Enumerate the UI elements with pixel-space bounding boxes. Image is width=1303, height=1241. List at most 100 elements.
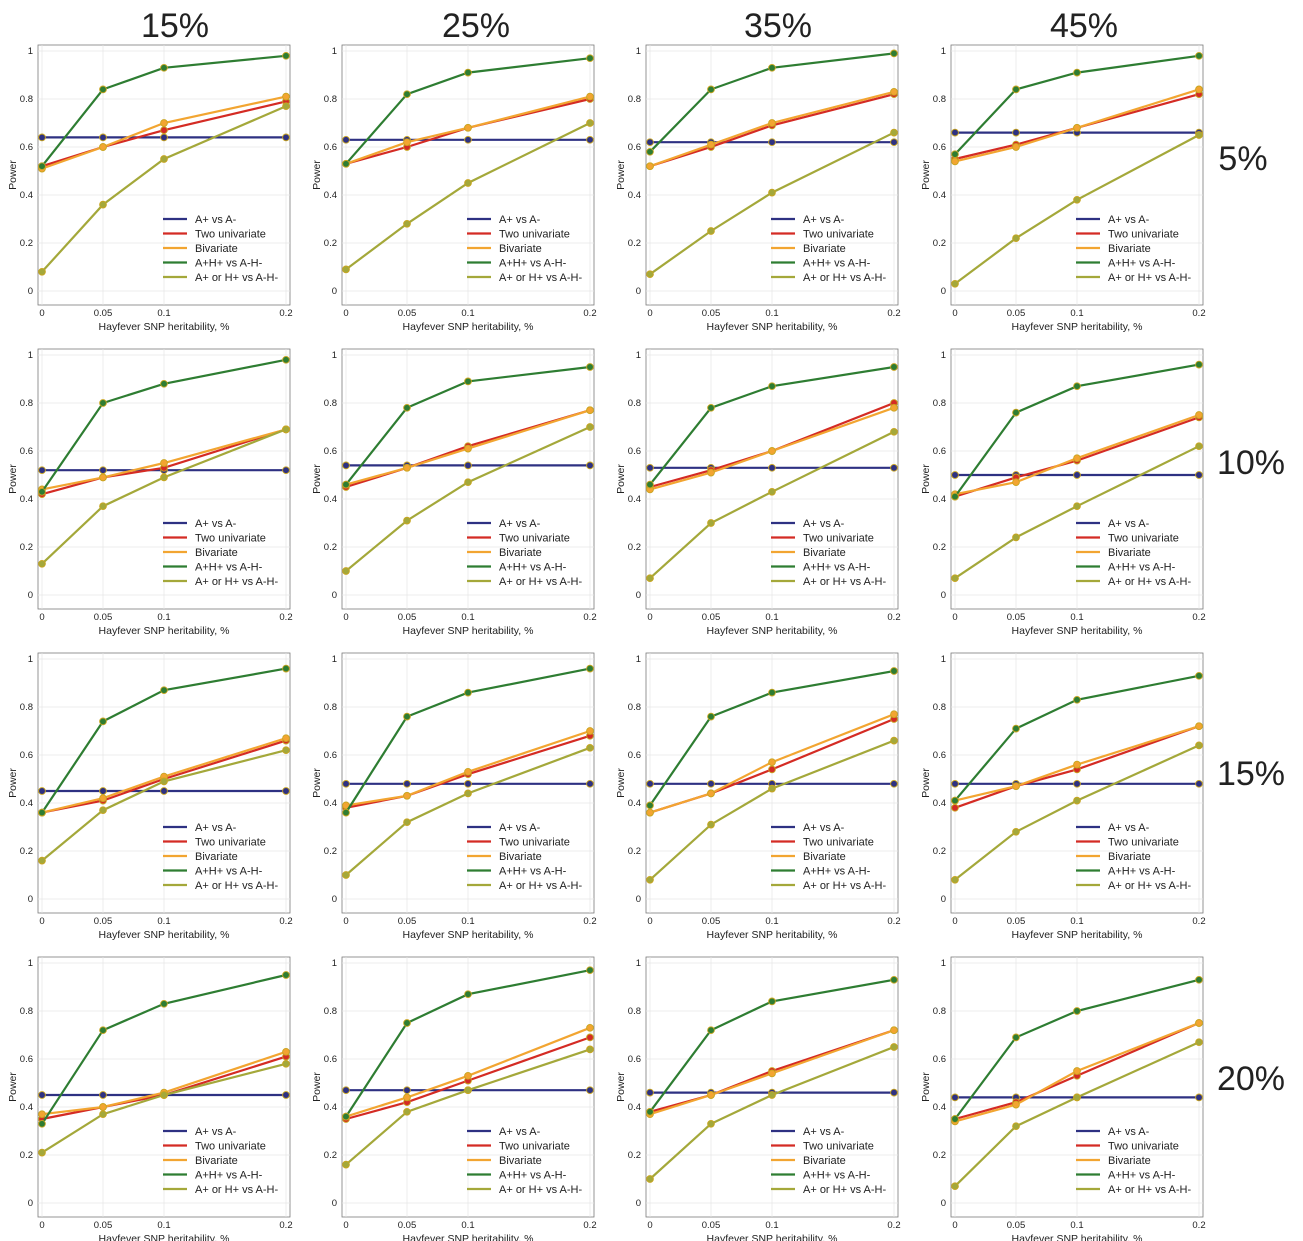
legend-entry: A+H+ vs A-H- (499, 866, 567, 878)
data-point (646, 808, 654, 817)
y-tick-label: 0.8 (933, 94, 946, 105)
data-point (951, 574, 959, 583)
data-point (160, 155, 168, 163)
data-point (160, 1091, 168, 1099)
x-tick-label: 0.2 (279, 308, 292, 319)
y-tick-label: 0 (332, 286, 337, 297)
data-point (646, 875, 654, 884)
data-point (342, 871, 350, 879)
data-point (890, 1026, 898, 1035)
legend-entry: A+H+ vs A-H- (1108, 562, 1176, 574)
x-tick-label: 0.1 (157, 1220, 170, 1231)
legend-entry: A+ or H+ vs A-H- (1108, 1184, 1191, 1196)
data-point (160, 686, 168, 695)
data-point (38, 487, 46, 496)
y-tick-label: 0.4 (933, 494, 946, 505)
x-tick-label: 0.2 (1192, 308, 1205, 319)
y-tick-label: 0.4 (20, 1102, 33, 1113)
legend-entry: A+ or H+ vs A-H- (499, 272, 582, 284)
legend-entry: Two univariate (195, 533, 266, 545)
data-point (646, 1088, 654, 1097)
data-point (768, 463, 776, 472)
data-point (1195, 671, 1203, 680)
x-tick-label: 0 (343, 612, 348, 623)
data-point (646, 138, 654, 147)
data-point (1195, 741, 1203, 750)
y-tick-label: 0.4 (933, 190, 946, 201)
legend-entry: A+ or H+ vs A-H- (803, 576, 886, 588)
series-line (345, 409, 591, 489)
y-tick-label: 1 (636, 350, 641, 361)
data-point (1073, 195, 1081, 204)
series-line (345, 1026, 591, 1118)
data-point (99, 466, 107, 475)
legend-entry: Two univariate (803, 1141, 874, 1153)
legend-entry: A+H+ vs A-H- (1108, 258, 1176, 270)
series-line (649, 713, 895, 814)
y-tick-label: 0.8 (20, 398, 33, 409)
data-point (646, 779, 654, 788)
x-axis-label: Hayfever SNP heritability, % (707, 1233, 838, 1241)
x-tick-label: 0.2 (583, 308, 596, 319)
data-point (768, 765, 776, 774)
data-point (403, 403, 411, 412)
column-label-3: 35% (744, 7, 812, 45)
series-line (41, 1055, 287, 1121)
y-tick-label: 0.8 (324, 398, 337, 409)
x-tick-label: 0 (39, 1220, 44, 1231)
x-tick-label: 0 (647, 308, 652, 319)
y-tick-label: 0.6 (933, 1054, 946, 1065)
y-tick-label: 0.8 (324, 94, 337, 105)
legend-entry: Two univariate (803, 229, 874, 241)
data-point (342, 135, 350, 144)
series-line (345, 409, 591, 486)
series-line (649, 430, 895, 580)
y-tick-label: 1 (28, 958, 33, 969)
data-point (38, 162, 46, 171)
legend-entry: A+ vs A- (803, 214, 845, 226)
legend-entry: Bivariate (1108, 547, 1151, 559)
data-point (282, 425, 290, 434)
data-point (646, 270, 654, 279)
y-tick-label: 0.6 (20, 1054, 33, 1065)
series-line (41, 100, 287, 168)
legend-entry: A+ vs A- (195, 214, 237, 226)
data-point (951, 796, 959, 805)
data-point (99, 200, 107, 209)
y-tick-label: 0 (941, 894, 946, 905)
legend-entry: Two univariate (1108, 533, 1179, 545)
y-axis-label: Power (615, 768, 627, 798)
data-point (464, 68, 472, 77)
data-point (282, 355, 290, 364)
data-point (768, 1091, 776, 1099)
data-point (768, 1069, 776, 1078)
series-line (345, 1036, 591, 1121)
chart-panel: 0 0.2 0.4 0.6 0.8 1 0 0.05 0.1 0.2 Hayfever SNP he… (615, 348, 901, 637)
data-point (282, 787, 290, 795)
series-line (649, 52, 895, 153)
data-point (890, 710, 898, 719)
series-line (649, 1029, 895, 1116)
data-point (1012, 408, 1020, 417)
y-tick-label: 0 (636, 286, 641, 297)
y-tick-label: 0 (941, 590, 946, 601)
data-point (890, 736, 898, 745)
y-axis-label: Power (615, 464, 627, 494)
chart-panel: 0 0.2 0.4 0.6 0.8 1 0 0.05 0.1 0.2 Hayfever SNP he… (615, 956, 901, 1241)
x-tick-label: 0.2 (1192, 612, 1205, 623)
legend-entry: Bivariate (195, 547, 238, 559)
y-tick-label: 0.2 (933, 238, 946, 249)
x-tick-label: 0.1 (765, 916, 778, 927)
data-point (1012, 85, 1020, 94)
legend-entry: A+H+ vs A-H- (499, 258, 567, 270)
legend-entry: A+ vs A- (499, 822, 541, 834)
data-point (99, 143, 107, 151)
data-point (707, 519, 715, 527)
series-line (41, 105, 287, 273)
data-point (99, 1091, 107, 1099)
data-point (707, 1091, 715, 1099)
y-tick-label: 0.4 (628, 494, 641, 505)
legend-entry: A+H+ vs A-H- (195, 866, 263, 878)
legend-entry: Bivariate (499, 547, 542, 559)
